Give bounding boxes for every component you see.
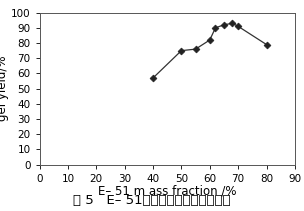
X-axis label: E– 51 m ass fraction /%: E– 51 m ass fraction /% xyxy=(98,185,237,198)
Text: 图 5   E– 51的加入量对凝胶率的影响: 图 5 E– 51的加入量对凝胶率的影响 xyxy=(73,194,231,207)
Y-axis label: gel yield/%: gel yield/% xyxy=(0,56,9,121)
